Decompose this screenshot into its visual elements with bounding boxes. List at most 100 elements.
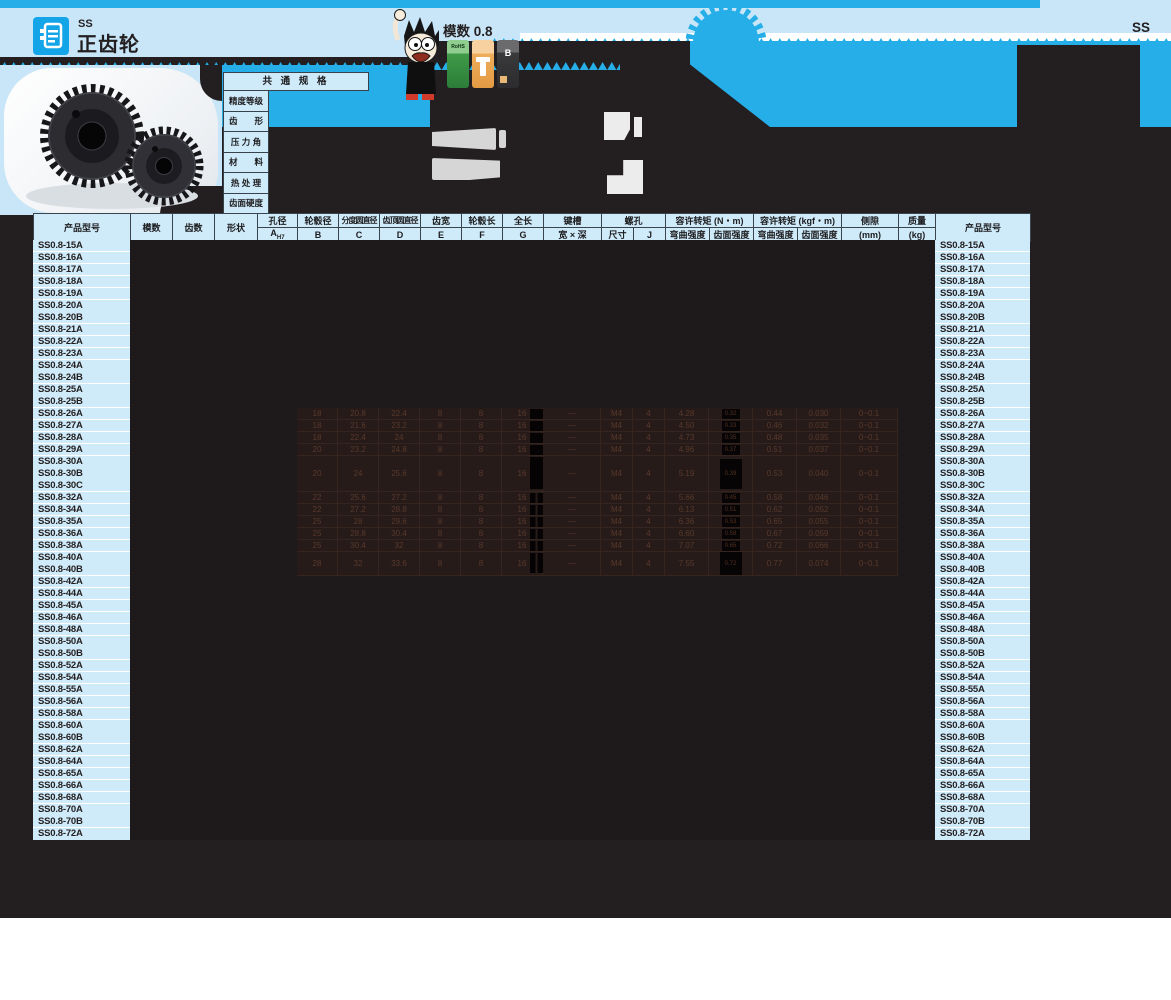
product-model-cell: SS0.8-20A — [940, 300, 985, 311]
faint-data-cell: 23.2 — [379, 420, 420, 432]
faint-data-cell: 5.19 — [665, 456, 709, 492]
faint-data-cell: 0~0.1 — [841, 540, 898, 552]
model-group: SS0.8-62A — [935, 744, 1030, 756]
product-model-cell: SS0.8-40B — [38, 564, 83, 575]
product-model-cell: SS0.8-35A — [38, 516, 83, 527]
faint-data-row: 25 28.8 30.4 8 8 16— M4 4 6.60 0.58 0.67 0.059 0~0.1 — [297, 528, 898, 540]
product-model-cell: SS0.8-20B — [38, 312, 83, 323]
faint-data-cell: M4 — [601, 540, 633, 552]
faint-data-row: 25 30.4 32 8 8 16— M4 4 7.07 0.65 0.72 0.066 0~0.1 — [297, 540, 898, 552]
col-hub-length: 轮毂长 — [461, 213, 503, 228]
product-model-cell: SS0.8-42A — [38, 576, 83, 587]
model-group: SS0.8-17A — [33, 264, 130, 276]
product-column-right: SS0.8-15A SS0.8-16A SS0.8-17A SS0.8-18A SS0.… — [935, 240, 1030, 840]
faint-data-cell: 0~0.1 — [841, 528, 898, 540]
product-model-cell: SS0.8-20A — [38, 300, 83, 311]
col-bend-kgf: 弯曲强度 — [753, 227, 798, 242]
col-shape: 形状 — [214, 213, 258, 242]
faint-data-cell: 0.77 — [753, 552, 797, 576]
product-model-cell: SS0.8-46A — [38, 612, 83, 623]
product-model-cell: SS0.8-17A — [38, 264, 83, 275]
faint-data-cell: 28.8 — [379, 504, 420, 516]
gear-section-glyph — [476, 57, 490, 62]
common-spec-rows: 精度等级齿 形压 力 角材 料热 处 理齿面硬度 — [223, 91, 369, 214]
spec-row-label: 材 料 — [223, 152, 269, 173]
model-group: SS0.8-68A — [33, 792, 130, 804]
product-model-cell: SS0.8-18A — [940, 276, 985, 287]
feature-icons: RoHS B — [447, 40, 519, 88]
faint-data-cell: 0~0.1 — [841, 456, 898, 492]
product-model-cell: SS0.8-34A — [940, 504, 985, 515]
product-model-cell: SS0.8-16A — [940, 252, 985, 263]
product-model-cell: SS0.8-70B — [38, 816, 83, 827]
faint-data-cell: 0~0.1 — [841, 420, 898, 432]
faint-data-cell: 22 — [297, 492, 338, 504]
product-model-cell: SS0.8-68A — [38, 792, 83, 803]
gear-section-icon — [472, 40, 494, 88]
product-model-cell: SS0.8-70A — [940, 804, 985, 815]
product-model-cell: SS0.8-30C — [38, 480, 83, 491]
col-tap: 螺孔 — [601, 213, 666, 228]
faint-data-cell: 7.07 — [665, 540, 709, 552]
faint-data-cell: 27.2 — [338, 504, 379, 516]
product-model-cell: SS0.8-28A — [940, 432, 985, 443]
series-logo — [33, 17, 69, 55]
product-model-cell: SS0.8-40B — [940, 564, 985, 575]
product-model-cell: SS0.8-38A — [38, 540, 83, 551]
black-highlight-chip: 0.39 — [719, 458, 742, 489]
product-model-cell: SS0.8-55A — [940, 684, 985, 695]
model-group: SS0.8-25A SS0.8-25B — [33, 384, 130, 408]
faint-data-cell: M4 — [601, 420, 633, 432]
faint-data-cell: 27.2 — [379, 492, 420, 504]
model-group: SS0.8-35A — [935, 516, 1030, 528]
faint-data-cell: — — [543, 516, 601, 528]
faint-data-cell: 0.074 — [797, 552, 841, 576]
product-model-cell: SS0.8-35A — [940, 516, 985, 527]
col-product: 产品型号 — [33, 213, 131, 242]
product-model-cell: SS0.8-36A — [38, 528, 83, 539]
faint-data-cell: 8 — [420, 444, 461, 456]
faint-data-cell: M4 — [601, 516, 633, 528]
faint-data-cell: 8 — [420, 432, 461, 444]
faint-data-cell: 0~0.1 — [841, 552, 898, 576]
faint-data-cell: 4 — [633, 540, 665, 552]
faint-data-cell: 4 — [633, 420, 665, 432]
model-group: SS0.8-16A — [935, 252, 1030, 264]
common-spec-title: 共 通 规 格 — [223, 72, 369, 91]
faint-data-cell: 18 — [297, 408, 338, 420]
model-group: SS0.8-15A — [935, 240, 1030, 252]
faint-data-cell: 0~0.1 — [841, 492, 898, 504]
faint-data-cell: 0.037 — [797, 444, 841, 456]
model-group: SS0.8-34A — [33, 504, 130, 516]
product-model-cell: SS0.8-21A — [38, 324, 83, 335]
product-model-cell: SS0.8-30B — [38, 468, 83, 479]
product-model-cell: SS0.8-58A — [940, 708, 985, 719]
product-model-cell: SS0.8-22A — [38, 336, 83, 347]
faint-data-cell: 28.8 — [338, 528, 379, 540]
faint-data-cell: 23.2 — [338, 444, 379, 456]
black-redaction-mark — [530, 505, 543, 515]
model-group: SS0.8-24A SS0.8-24B — [33, 360, 130, 384]
black-redaction-mark — [530, 529, 543, 539]
model-group: SS0.8-25A SS0.8-25B — [935, 384, 1030, 408]
black-redaction-mark — [530, 493, 543, 503]
faint-data-cell: 4.73 — [665, 432, 709, 444]
black-highlight-chip: 0.51 — [721, 504, 740, 515]
product-model-cell: SS0.8-18A — [38, 276, 83, 287]
col-backlash: 侧隙 — [841, 213, 899, 228]
model-group: SS0.8-55A — [935, 684, 1030, 696]
model-group: SS0.8-56A — [33, 696, 130, 708]
model-group: SS0.8-45A — [935, 600, 1030, 612]
col-total-length: 全长 — [502, 213, 544, 228]
faint-data-cell: 0.62 — [753, 504, 797, 516]
product-model-cell: SS0.8-24A — [38, 360, 83, 371]
faint-data-cell: 21.6 — [338, 420, 379, 432]
product-model-cell: SS0.8-34A — [38, 504, 83, 515]
faint-data-cell: 8 — [461, 504, 502, 516]
model-group: SS0.8-29A — [935, 444, 1030, 456]
product-model-cell: SS0.8-48A — [38, 624, 83, 635]
model-group: SS0.8-38A — [33, 540, 130, 552]
faint-data-cell: 8 — [420, 540, 461, 552]
diagram-fragment — [604, 112, 630, 140]
product-model-cell: SS0.8-65A — [38, 768, 83, 779]
